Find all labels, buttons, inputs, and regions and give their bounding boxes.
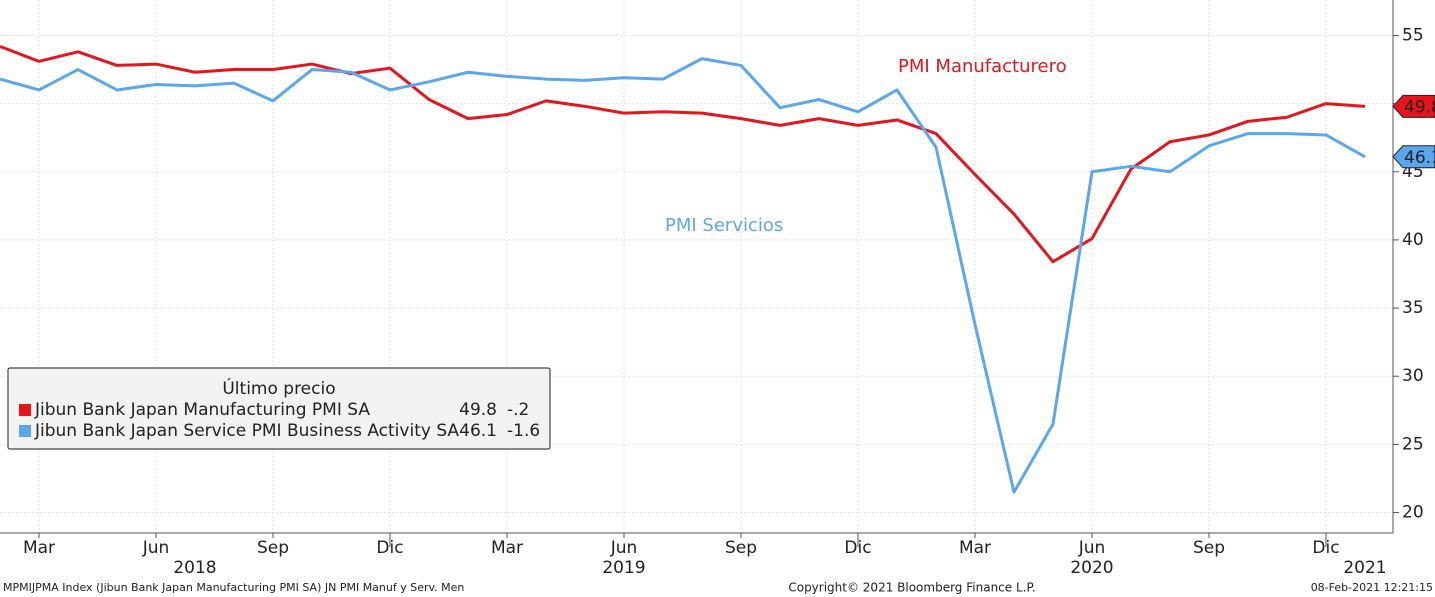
y-tick-label: 55 [1402, 25, 1424, 45]
x-tick-label: Mar [959, 538, 991, 558]
annotation: PMI Servicios [665, 215, 783, 236]
annotation: PMI Manufacturero [898, 56, 1067, 77]
x-tick-label: Mar [23, 538, 55, 558]
x-tick-label: Mar [491, 538, 523, 558]
last-value-label: 49.8 [1404, 97, 1435, 117]
legend-swatch [19, 404, 31, 416]
legend: Último precio [7, 367, 551, 450]
x-tick-label: Sep [1193, 538, 1225, 558]
y-tick-label: 40 [1402, 230, 1424, 250]
legend-change: -.2 [507, 400, 529, 420]
y-tick-label: 20 [1402, 503, 1424, 523]
legend-change: -1.6 [507, 421, 540, 441]
x-tick-label: Sep [257, 538, 289, 558]
legend-swatch [19, 425, 31, 437]
x-tick-label: Dic [1312, 538, 1339, 558]
x-tick-label: Dic [844, 538, 871, 558]
y-tick-label: 35 [1402, 298, 1424, 318]
series-line [0, 57, 1366, 494]
legend-label: Jibun Bank Japan Manufacturing PMI SA [34, 400, 370, 420]
legend-box [7, 367, 551, 450]
legend-label: Jibun Bank Japan Service PMI Business Ac… [34, 421, 459, 441]
plot [0, 44, 1366, 494]
last-value-tag [1392, 94, 1435, 118]
x-tick-label: Jun [610, 538, 638, 558]
x-tick-label: Jun [142, 538, 170, 558]
legend-title: Último precio [222, 377, 335, 399]
series-line [0, 44, 1366, 264]
last-value-tag [1392, 145, 1435, 169]
x-tick-label: Sep [725, 538, 757, 558]
x-year-label: 2020 [1070, 558, 1113, 578]
x-year-label: 2021 [1343, 558, 1386, 578]
y-tick-label: 25 [1402, 434, 1424, 454]
x-year-label: 2019 [602, 558, 645, 578]
y-tick-label: 30 [1402, 366, 1424, 386]
legend-value: 46.1 [459, 421, 497, 441]
x-tick-label: Jun [1078, 538, 1106, 558]
last-value-label: 46.1 [1404, 148, 1435, 168]
legend-value: 49.8 [459, 400, 497, 420]
x-tick-label: Dic [376, 538, 403, 558]
footer: Copyright© 2021 Bloomberg Finance L.P. [788, 581, 1035, 595]
x-year-label: 2018 [173, 558, 216, 578]
footer: MPMIJPMA Index (Jibun Bank Japan Manufac… [3, 581, 464, 594]
footer: 08-Feb-2021 12:21:15 [1311, 581, 1433, 594]
